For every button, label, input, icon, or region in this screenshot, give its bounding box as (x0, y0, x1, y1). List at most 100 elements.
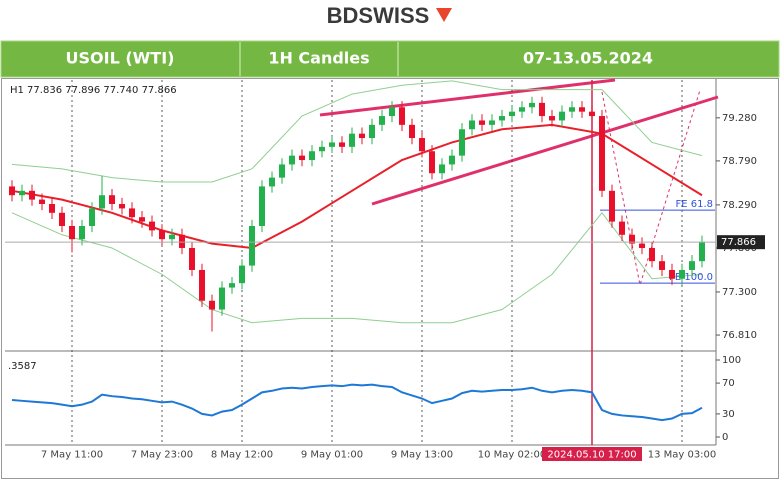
candle-body (629, 234, 635, 244)
candle-body (399, 107, 405, 125)
candle-body (389, 107, 395, 117)
candle-body (279, 164, 285, 178)
y-tick-label: 76.810 (722, 330, 757, 341)
candle-body (679, 269, 685, 279)
candle-body (639, 243, 645, 248)
logo: BDSWISS (327, 3, 430, 28)
candle-body (59, 212, 65, 226)
candle-body (499, 116, 505, 121)
candle-body (449, 155, 455, 165)
candle-body (609, 190, 615, 222)
candle-body (39, 199, 45, 205)
candle-body (489, 120, 495, 125)
fib-label: FE 61.8 (675, 199, 713, 210)
candle-body (659, 261, 665, 270)
candle-body (149, 221, 155, 231)
banner-dates: 07-13.05.2024 (523, 49, 653, 68)
candle-body (369, 124, 375, 139)
candle-body (129, 208, 135, 218)
candle-body (459, 129, 465, 156)
indicator-line (11, 383, 703, 422)
x-tick-label: 7 May 11:00 (41, 450, 103, 461)
candle-body (589, 111, 595, 117)
candle-body (309, 151, 315, 161)
current-price-bg (717, 235, 765, 250)
cursor-label-bg (542, 447, 642, 461)
y-tick-label: 100 (722, 355, 741, 366)
candle-body (259, 186, 265, 226)
y-tick-label: 77.300 (722, 287, 757, 298)
candle-body (689, 261, 695, 270)
candle-body (179, 234, 185, 248)
indicator-label: .3587 (8, 361, 37, 372)
x-tick-label: 13 May 03:00 (648, 450, 717, 461)
logo-icon (436, 8, 452, 22)
candle-body (119, 204, 125, 209)
candle-body (289, 155, 295, 165)
candle-body (189, 247, 195, 270)
candle-body (29, 190, 35, 200)
candle-body (649, 247, 655, 262)
candle-body (239, 265, 245, 284)
candle-body (9, 186, 15, 196)
candle-body (79, 225, 85, 240)
info-text: H1 77.836 77.896 77.740 77.866 (10, 85, 177, 96)
x-tick-label: 9 May 13:00 (391, 450, 453, 461)
y-tick-label: 0 (722, 432, 728, 443)
candle-body (599, 116, 605, 191)
indicator-line (11, 80, 703, 183)
candle-body (159, 230, 165, 240)
candle-body (269, 177, 275, 187)
candle-body (699, 241, 705, 262)
y-tick-label: 79.280 (722, 113, 757, 124)
candle-body (469, 120, 475, 130)
candle-body (409, 124, 415, 139)
x-tick-label: 2024.05.10 17:00 (547, 450, 636, 461)
candle-body (89, 208, 95, 226)
candle-body (429, 151, 435, 174)
x-tick-label: 7 May 23:00 (131, 450, 193, 461)
candle-body (439, 164, 445, 174)
candle-body (209, 300, 215, 310)
candle-body (229, 283, 235, 288)
candle-body (199, 269, 205, 301)
candle-body (139, 217, 145, 222)
candle-body (249, 225, 255, 266)
banner-timeframe: 1H Candles (268, 49, 369, 68)
candle-body (299, 155, 305, 161)
candle-body (69, 225, 75, 240)
chart-frame (1, 78, 779, 479)
candle-body (549, 116, 555, 121)
current-price-label: 77.866 (721, 237, 756, 248)
y-tick-label: 78.790 (722, 156, 757, 167)
candle-body (319, 146, 325, 152)
candle-body (329, 142, 335, 147)
candle-body (509, 111, 515, 117)
candle-body (669, 269, 675, 279)
candle-body (559, 111, 565, 121)
candle-body (529, 102, 535, 108)
x-tick-label: 10 May 02:00 (478, 450, 547, 461)
projection-line (601, 89, 701, 286)
trend-line (319, 78, 616, 117)
indicator-line (11, 123, 703, 250)
candle-body (539, 102, 545, 117)
y-tick-label: 78.290 (722, 200, 757, 211)
banner-symbol: USOIL (WTI) (66, 49, 175, 68)
x-tick-label: 8 May 12:00 (211, 450, 273, 461)
candle-body (359, 133, 365, 139)
y-tick-label: 70 (722, 378, 735, 389)
candle-body (519, 107, 525, 112)
banner (0, 40, 780, 78)
candle-body (49, 204, 55, 213)
candle-body (419, 138, 425, 152)
x-tick-label: 9 May 01:00 (301, 450, 363, 461)
y-tick-label: 30 (722, 409, 735, 420)
candle-body (339, 142, 345, 147)
trend-line (371, 95, 719, 206)
candle-body (379, 116, 385, 125)
candle-body (99, 195, 105, 209)
candle-body (479, 120, 485, 125)
candle-body (19, 190, 25, 196)
